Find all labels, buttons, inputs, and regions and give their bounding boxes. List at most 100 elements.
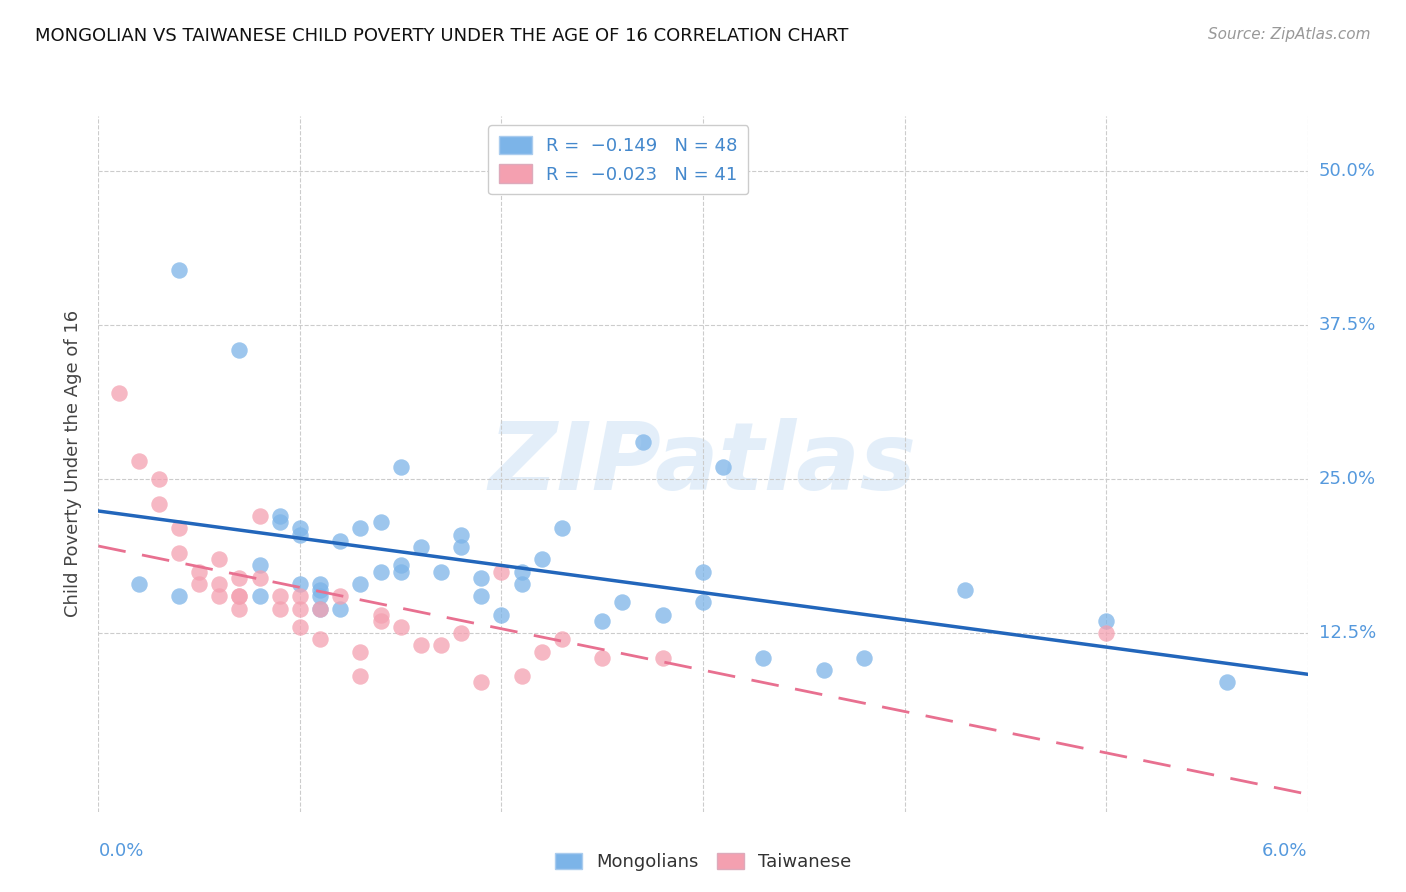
Point	[309, 577, 332, 591]
Point	[389, 558, 412, 573]
Point	[651, 650, 673, 665]
Point	[309, 632, 332, 647]
Point	[591, 614, 613, 628]
Point	[510, 577, 533, 591]
Point	[692, 565, 714, 579]
Point	[188, 577, 211, 591]
Point	[249, 589, 271, 603]
Point	[249, 558, 271, 573]
Point	[288, 521, 311, 535]
Point	[228, 589, 250, 603]
Point	[491, 607, 513, 622]
Point	[591, 650, 613, 665]
Point	[309, 601, 332, 615]
Point	[1095, 614, 1118, 628]
Point	[228, 589, 250, 603]
Text: 12.5%: 12.5%	[1319, 624, 1376, 642]
Point	[651, 607, 673, 622]
Point	[551, 521, 574, 535]
Point	[1095, 626, 1118, 640]
Point	[491, 565, 513, 579]
Point	[450, 626, 472, 640]
Point	[288, 601, 311, 615]
Point	[530, 645, 553, 659]
Point	[450, 540, 472, 554]
Point	[167, 589, 190, 603]
Point	[329, 589, 352, 603]
Point	[329, 533, 352, 548]
Point	[510, 669, 533, 683]
Point	[813, 663, 835, 677]
Point	[370, 516, 392, 530]
Point	[208, 552, 231, 566]
Point	[853, 650, 876, 665]
Point	[953, 583, 976, 598]
Point	[349, 645, 371, 659]
Point	[349, 669, 371, 683]
Point	[309, 583, 332, 598]
Legend: R =  −0.149   N = 48, R =  −0.023   N = 41: R = −0.149 N = 48, R = −0.023 N = 41	[488, 125, 748, 194]
Point	[269, 509, 291, 524]
Point	[249, 571, 271, 585]
Point	[128, 577, 150, 591]
Point	[370, 607, 392, 622]
Point	[148, 497, 170, 511]
Point	[510, 565, 533, 579]
Point	[167, 521, 190, 535]
Point	[249, 509, 271, 524]
Point	[470, 589, 492, 603]
Point	[752, 650, 775, 665]
Point	[711, 459, 734, 474]
Point	[167, 263, 190, 277]
Point	[269, 601, 291, 615]
Point	[269, 516, 291, 530]
Text: ZIPatlas: ZIPatlas	[489, 417, 917, 510]
Point	[288, 577, 311, 591]
Point	[228, 343, 250, 357]
Point	[288, 589, 311, 603]
Point	[1216, 675, 1239, 690]
Point	[309, 589, 332, 603]
Point	[612, 595, 634, 609]
Point	[389, 459, 412, 474]
Point	[107, 386, 129, 401]
Text: MONGOLIAN VS TAIWANESE CHILD POVERTY UNDER THE AGE OF 16 CORRELATION CHART: MONGOLIAN VS TAIWANESE CHILD POVERTY UND…	[35, 27, 849, 45]
Legend: Mongolians, Taiwanese: Mongolians, Taiwanese	[547, 846, 859, 879]
Point	[309, 601, 332, 615]
Point	[288, 527, 311, 541]
Y-axis label: Child Poverty Under the Age of 16: Child Poverty Under the Age of 16	[65, 310, 83, 617]
Point	[430, 639, 453, 653]
Point	[269, 589, 291, 603]
Point	[329, 601, 352, 615]
Point	[128, 454, 150, 468]
Point	[692, 595, 714, 609]
Point	[409, 639, 432, 653]
Point	[188, 565, 211, 579]
Point	[409, 540, 432, 554]
Point	[208, 577, 231, 591]
Text: 6.0%: 6.0%	[1263, 842, 1308, 860]
Point	[228, 571, 250, 585]
Text: 50.0%: 50.0%	[1319, 162, 1375, 180]
Text: 0.0%: 0.0%	[98, 842, 143, 860]
Point	[631, 435, 654, 450]
Point	[389, 620, 412, 634]
Point	[551, 632, 574, 647]
Text: 37.5%: 37.5%	[1319, 317, 1376, 334]
Point	[450, 527, 472, 541]
Point	[530, 552, 553, 566]
Point	[370, 614, 392, 628]
Point	[228, 601, 250, 615]
Point	[349, 521, 371, 535]
Point	[430, 565, 453, 579]
Text: Source: ZipAtlas.com: Source: ZipAtlas.com	[1208, 27, 1371, 42]
Point	[167, 546, 190, 560]
Point	[470, 675, 492, 690]
Point	[288, 620, 311, 634]
Point	[370, 565, 392, 579]
Point	[389, 565, 412, 579]
Text: 25.0%: 25.0%	[1319, 470, 1376, 488]
Point	[148, 472, 170, 486]
Point	[470, 571, 492, 585]
Point	[208, 589, 231, 603]
